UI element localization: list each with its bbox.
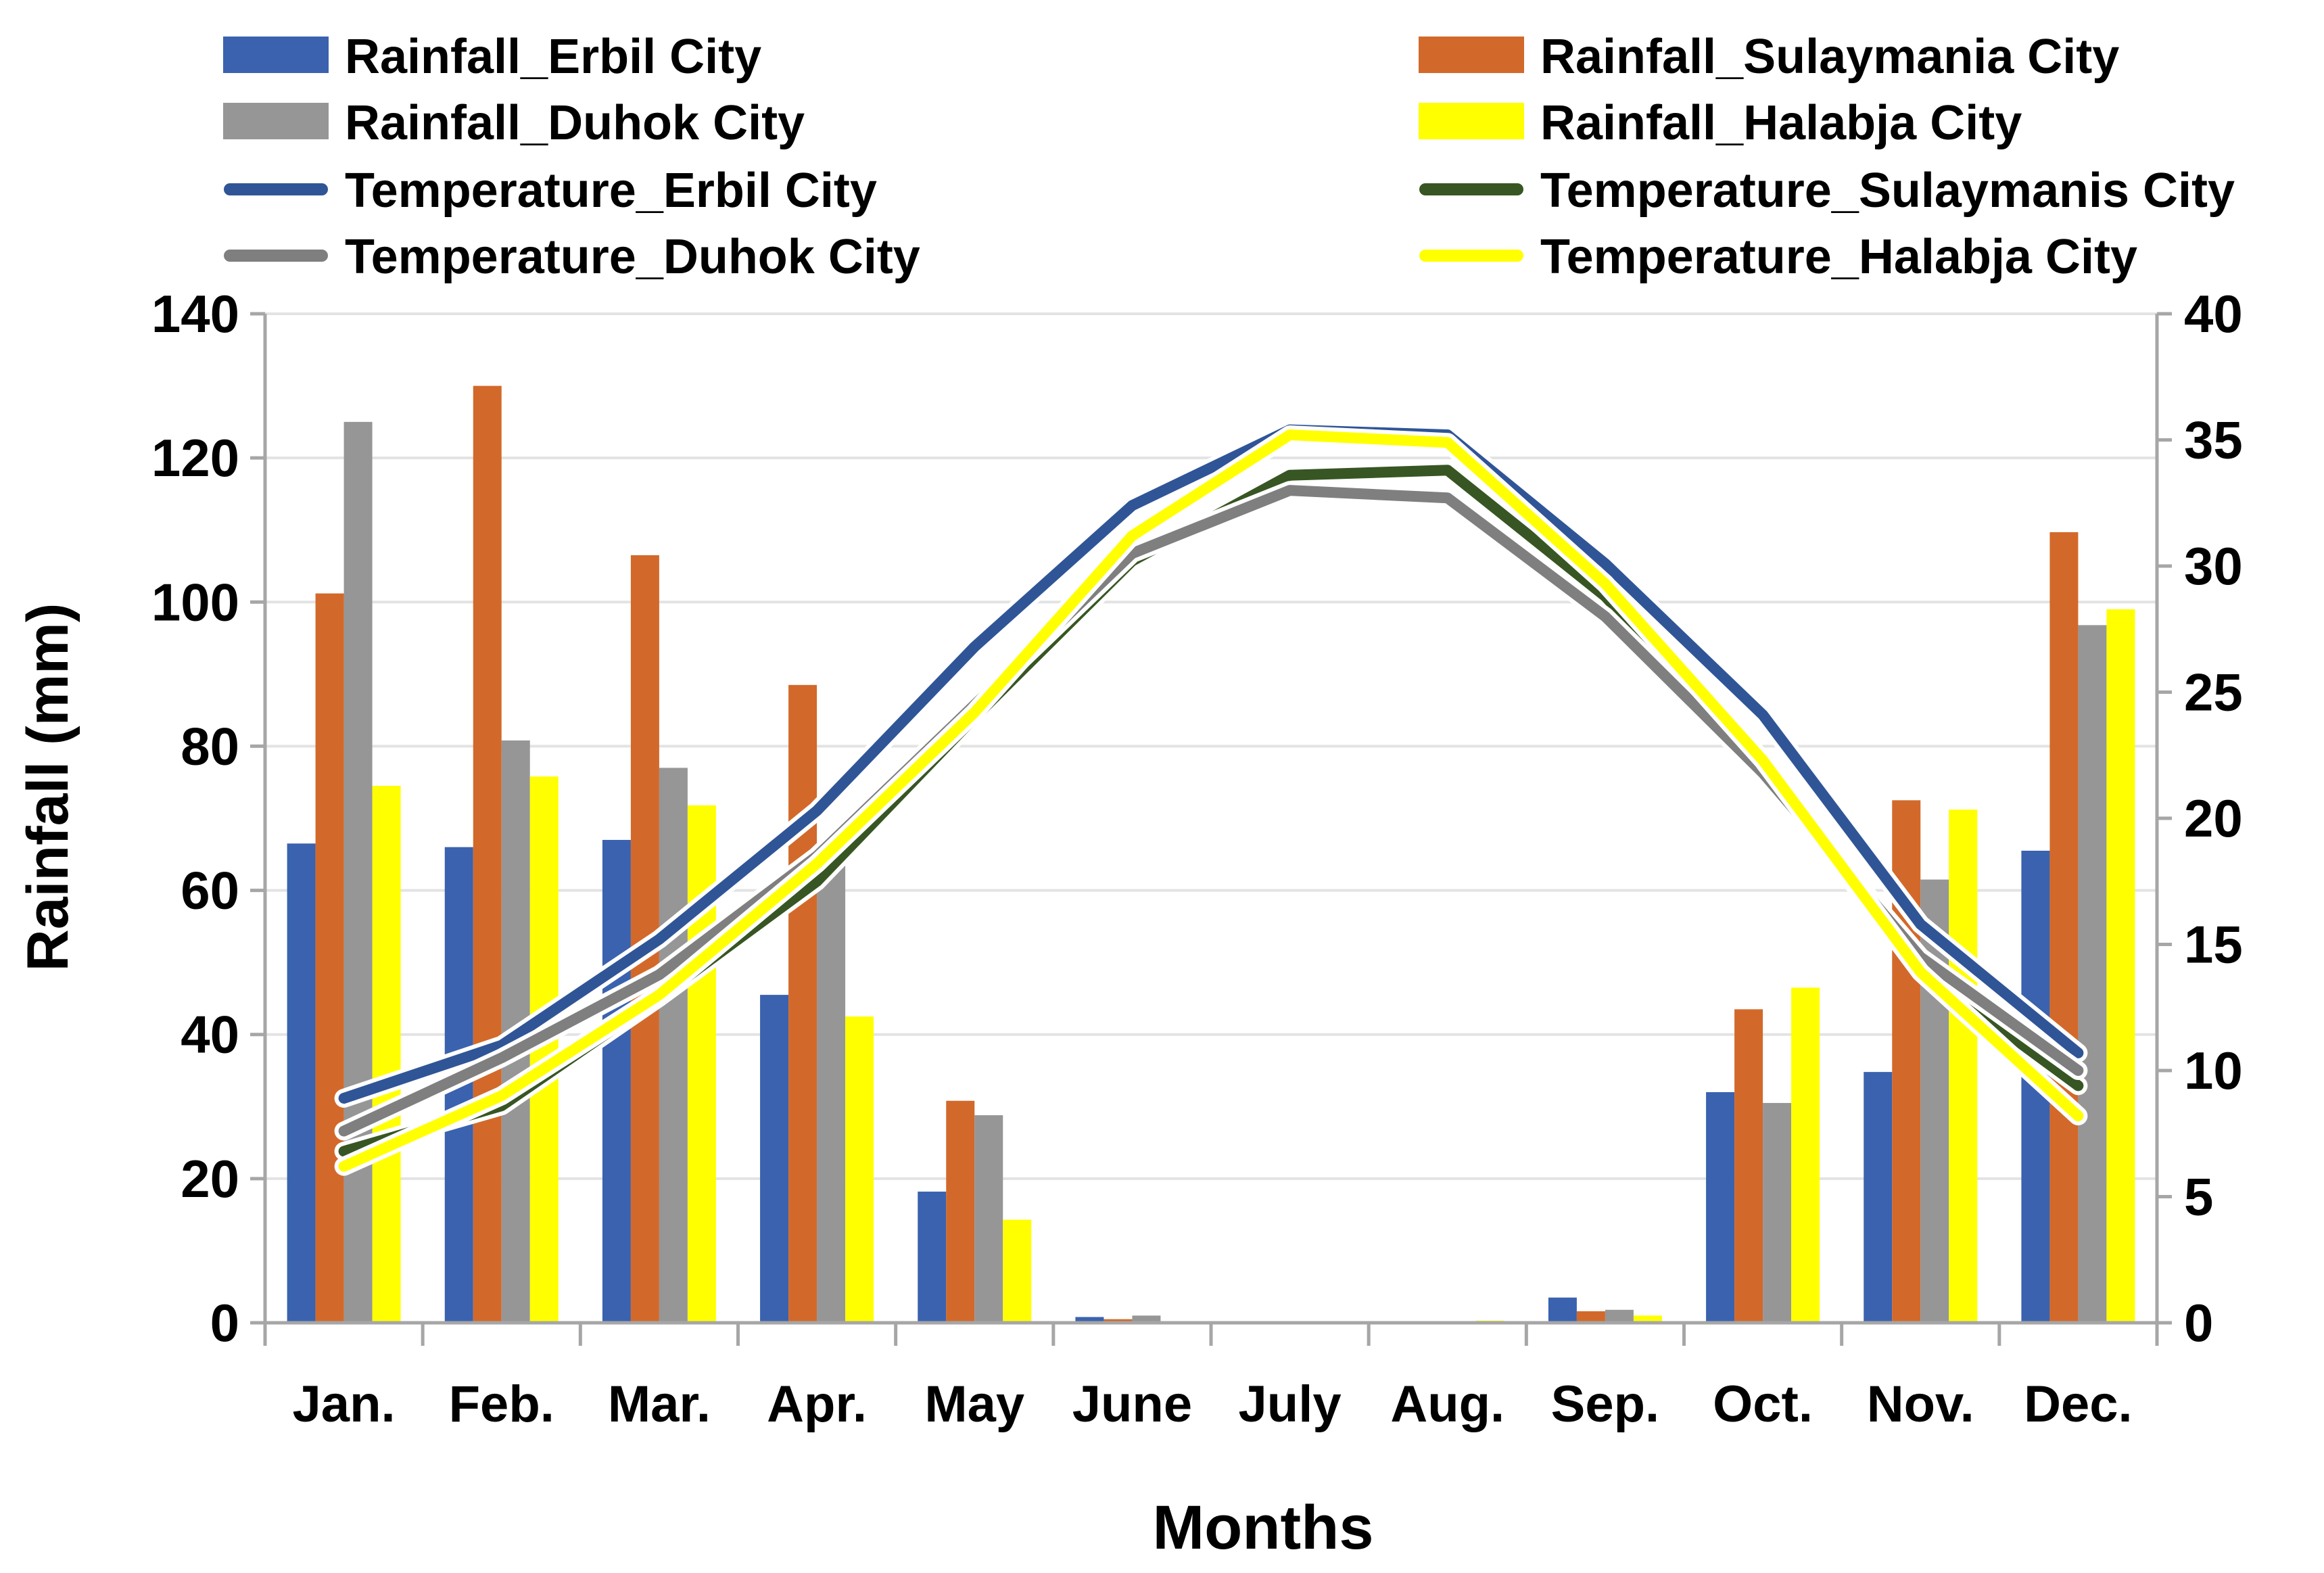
bar-0-10 xyxy=(1864,1072,1893,1323)
bar-1-11 xyxy=(2049,532,2079,1323)
bar-2-8 xyxy=(1605,1309,1634,1323)
bar-0-9 xyxy=(1706,1091,1735,1323)
y-axis-title: Rainfall (mm) xyxy=(16,603,80,972)
bar-3-11 xyxy=(2106,609,2135,1323)
bar-2-2 xyxy=(659,768,688,1323)
y2-tick-label: 35 xyxy=(2184,410,2243,470)
legend-label-2: Rainfall_Duhok City xyxy=(345,96,805,150)
y-tick-label: 0 xyxy=(210,1293,239,1353)
bar-1-8 xyxy=(1576,1311,1605,1323)
bar-3-4 xyxy=(1003,1219,1032,1323)
y2-tick-label: 10 xyxy=(2184,1041,2243,1100)
bar-1-3 xyxy=(788,684,817,1323)
legend-label-7: Temperature_Halabja City xyxy=(1540,230,2137,284)
x-axis-title: Months xyxy=(1152,1493,1373,1562)
y2-tick-label: 40 xyxy=(2184,284,2243,344)
bar-1-1 xyxy=(473,385,502,1323)
bar-2-11 xyxy=(2078,625,2107,1323)
legend-label-5: Temperature_Sulaymanis City xyxy=(1540,164,2235,218)
legend-swatch-3 xyxy=(1419,103,1524,139)
x-tick-label: July xyxy=(1239,1376,1342,1433)
bar-0-8 xyxy=(1548,1297,1577,1323)
bar-2-9 xyxy=(1763,1102,1792,1323)
x-tick-label: Jan. xyxy=(293,1376,396,1433)
y2-tick-label: 20 xyxy=(2184,789,2243,848)
legend-label-4: Temperature_Erbil City xyxy=(345,164,877,218)
legend-swatch-1 xyxy=(1419,37,1524,73)
x-tick-label: Apr. xyxy=(767,1376,867,1433)
legend-label-0: Rainfall_Erbil City xyxy=(345,30,761,84)
y2-tick-label: 15 xyxy=(2184,915,2243,975)
bar-0-3 xyxy=(760,995,789,1323)
y2-tick-label: 0 xyxy=(2184,1293,2213,1353)
y2-tick-label: 30 xyxy=(2184,536,2243,596)
bar-1-9 xyxy=(1734,1009,1763,1323)
bar-1-4 xyxy=(946,1100,975,1323)
bar-1-0 xyxy=(315,593,344,1323)
line-0 xyxy=(338,424,2084,1104)
legend-swatch-0 xyxy=(223,37,329,73)
y2-tick-label: 25 xyxy=(2184,663,2243,722)
x-tick-label: Nov. xyxy=(1867,1376,1974,1433)
y-tick-label: 120 xyxy=(151,428,239,488)
bar-2-4 xyxy=(974,1115,1003,1323)
axes-layer xyxy=(250,312,2172,1346)
y-tick-label: 100 xyxy=(151,572,239,632)
bars-layer xyxy=(287,385,2135,1323)
bar-1-5 xyxy=(1104,1319,1133,1323)
bar-2-0 xyxy=(343,421,373,1323)
x-tick-label: Aug. xyxy=(1390,1376,1504,1433)
bar-0-5 xyxy=(1075,1317,1104,1323)
bar-3-3 xyxy=(845,1016,874,1323)
legend-label-6: Temperature_Duhok City xyxy=(345,230,920,284)
x-tick-label: Mar. xyxy=(608,1376,711,1433)
x-tick-label: Sep. xyxy=(1551,1376,1660,1433)
bar-0-0 xyxy=(287,843,316,1323)
y-tick-label: 60 xyxy=(181,861,239,920)
y-tick-label: 20 xyxy=(181,1149,239,1208)
line-3 xyxy=(338,429,2084,1172)
bar-3-10 xyxy=(1949,809,1978,1323)
x-tick-label: Oct. xyxy=(1713,1376,1813,1433)
legend-label-3: Rainfall_Halabja City xyxy=(1540,96,2022,150)
legend-layer: Rainfall_Erbil City Rainfall_Sulaymania C… xyxy=(223,30,2235,284)
x-tick-label: Feb. xyxy=(449,1376,554,1433)
bar-3-0 xyxy=(372,786,401,1323)
bar-0-2 xyxy=(602,839,631,1323)
ticks-layer: 0 20 40 60 80 100 120 140 0 5 10 15 20 25 30 35 40 Jan. Fe… xyxy=(151,284,2243,1433)
legend-swatch-2 xyxy=(223,103,329,139)
bar-0-4 xyxy=(918,1192,947,1323)
legend-label-1: Rainfall_Sulaymania City xyxy=(1540,30,2119,84)
lines-layer xyxy=(334,420,2088,1176)
bar-3-9 xyxy=(1791,987,1820,1323)
y-tick-label: 40 xyxy=(181,1005,239,1064)
y-tick-label: 80 xyxy=(181,716,239,776)
bar-3-2 xyxy=(687,805,716,1323)
x-tick-label: June xyxy=(1072,1376,1192,1433)
x-tick-label: Dec. xyxy=(2024,1376,2133,1433)
y-tick-label: 140 xyxy=(151,284,239,344)
x-tick-label: May xyxy=(924,1376,1024,1433)
bar-2-5 xyxy=(1132,1315,1161,1323)
bar-3-8 xyxy=(1633,1315,1662,1323)
y2-tick-label: 5 xyxy=(2184,1167,2213,1227)
bar-2-3 xyxy=(817,850,846,1323)
